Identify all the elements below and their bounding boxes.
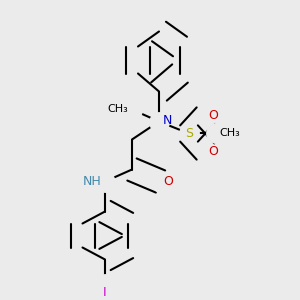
Text: O: O — [208, 109, 218, 122]
Text: CH₃: CH₃ — [108, 104, 128, 115]
Text: S: S — [185, 127, 193, 140]
Text: N: N — [163, 113, 172, 127]
Text: CH₃: CH₃ — [220, 128, 240, 139]
Text: I: I — [103, 286, 107, 299]
Text: O: O — [164, 175, 173, 188]
Text: NH: NH — [82, 175, 101, 188]
Text: O: O — [208, 145, 218, 158]
